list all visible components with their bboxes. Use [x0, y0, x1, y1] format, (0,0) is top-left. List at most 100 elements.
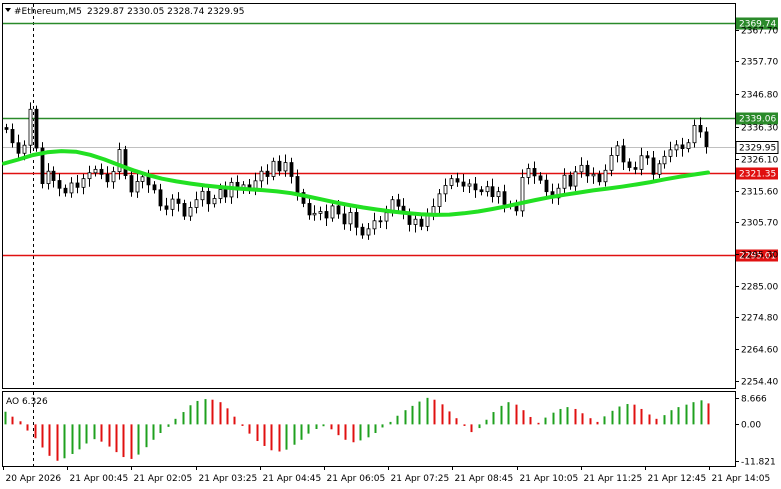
indicator-tick-label: 0.00	[741, 421, 761, 431]
candle	[158, 183, 163, 211]
candle	[99, 163, 104, 180]
candle-body	[188, 207, 193, 217]
candle	[597, 170, 602, 186]
level-price-label: 2369.74	[739, 20, 776, 30]
main-chart-frame	[2, 3, 736, 389]
triangle-down-icon[interactable]	[5, 8, 11, 12]
candle-body	[259, 170, 264, 182]
candle	[265, 164, 270, 185]
candle-body	[639, 155, 644, 170]
candle-body	[289, 162, 294, 177]
candle-body	[692, 124, 697, 144]
price-tick-label: 2367.70	[741, 27, 778, 37]
candle	[461, 174, 466, 192]
candle-body	[283, 162, 288, 172]
candle-body	[348, 212, 353, 225]
candle	[10, 123, 15, 148]
candle	[419, 215, 424, 231]
candle-body	[704, 131, 709, 148]
time-tick-label: 21 Apr 02:05	[134, 474, 193, 484]
candle	[4, 123, 9, 134]
candle-body	[467, 183, 472, 187]
candle	[324, 204, 329, 227]
candle	[562, 168, 567, 197]
candle	[194, 191, 199, 214]
candle-body	[674, 144, 679, 151]
candle	[152, 181, 157, 194]
candle	[342, 205, 347, 230]
candle-body	[419, 218, 424, 227]
price-tick-label: 2274.80	[741, 314, 778, 324]
candle-body	[603, 169, 608, 183]
candle-body	[532, 168, 537, 177]
candle-body	[473, 183, 478, 191]
candle-body	[579, 164, 584, 173]
candle	[704, 127, 709, 154]
time-tick-label: 21 Apr 04:45	[263, 474, 322, 484]
candle-body	[4, 127, 9, 130]
time-tick-label: 20 Apr 2026	[6, 474, 62, 484]
candle-body	[111, 171, 116, 183]
candle-body	[271, 160, 276, 177]
indicator-label: AO 6.326	[6, 397, 48, 407]
level-price-tag	[736, 167, 778, 180]
candle-body	[668, 149, 673, 157]
candle-body	[556, 187, 561, 199]
level-price-label: 2339.06	[739, 115, 776, 125]
candle	[16, 134, 21, 160]
candle-body	[372, 220, 377, 230]
candle	[318, 206, 323, 221]
candle-body	[502, 191, 507, 205]
candle-body	[461, 181, 466, 187]
candle-body	[544, 179, 549, 193]
candle-body	[265, 170, 270, 177]
price-tick-label: 2254.40	[741, 378, 778, 388]
candle	[354, 205, 359, 236]
candle-body	[396, 199, 401, 207]
candle	[170, 194, 175, 217]
candle	[182, 199, 187, 220]
candle	[639, 147, 644, 176]
price-tick-label: 2285.00	[741, 283, 778, 293]
candle-body	[75, 182, 80, 188]
candle-body	[69, 182, 74, 194]
candle-body	[105, 173, 110, 183]
candle	[51, 166, 56, 188]
candle-body	[277, 160, 282, 172]
candle	[312, 205, 317, 221]
candle-body	[342, 213, 347, 225]
level-price-label: 2321.35	[739, 170, 776, 180]
candle-body	[485, 186, 490, 193]
candle	[449, 174, 454, 190]
candle-body	[307, 203, 312, 216]
candle-body	[645, 155, 650, 159]
candle	[526, 163, 531, 185]
symbol-label: #Ethereum,M5	[14, 7, 82, 17]
candle	[662, 150, 667, 169]
candle	[348, 207, 353, 231]
candle-body	[158, 189, 163, 207]
candle	[75, 174, 80, 194]
candle-body	[140, 176, 145, 182]
time-tick-label: 21 Apr 14:05	[712, 474, 771, 484]
candle-body	[81, 178, 86, 188]
candle	[93, 165, 98, 177]
price-tick-label: 2295.30	[741, 251, 778, 261]
candle	[34, 105, 39, 152]
time-tick-label: 21 Apr 11:25	[584, 474, 643, 484]
indicator-tick-label: -11.821	[741, 458, 776, 468]
candle-body	[633, 167, 638, 170]
candle-body	[662, 155, 667, 165]
candle-body	[657, 163, 662, 175]
candle	[680, 137, 685, 157]
candle-body	[538, 175, 543, 181]
candle-body	[354, 212, 359, 228]
candle	[57, 173, 62, 197]
candle	[455, 172, 460, 187]
candle	[206, 184, 211, 212]
candle-body	[46, 170, 51, 185]
price-tick-label: 2336.30	[741, 124, 778, 134]
candle	[496, 186, 501, 204]
level-price-label: 2295.01	[739, 252, 776, 262]
